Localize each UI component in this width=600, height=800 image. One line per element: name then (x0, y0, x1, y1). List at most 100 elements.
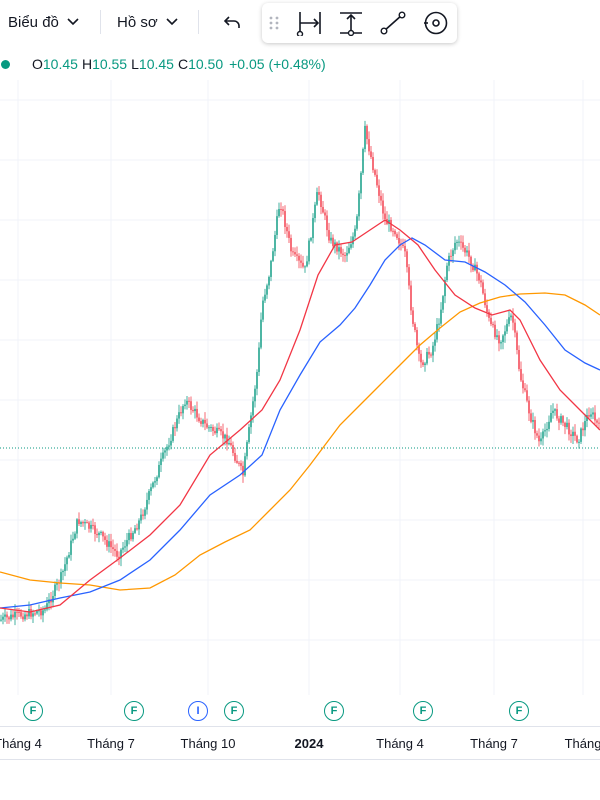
grip-icon[interactable] (264, 8, 284, 38)
candle-body (360, 172, 362, 194)
candle-body (118, 556, 120, 559)
candle-body (286, 226, 288, 232)
candle-body (202, 419, 204, 424)
close-value: 10.50 (188, 56, 224, 72)
undo-button[interactable] (214, 8, 242, 36)
price-chart[interactable] (0, 80, 600, 695)
candle-body (516, 332, 518, 350)
candle-body (10, 614, 12, 620)
candle-body (166, 446, 168, 451)
chevron-down-icon (166, 18, 178, 26)
moving-average-slow (0, 292, 600, 591)
candle-body (456, 241, 458, 243)
trend-line-icon[interactable] (377, 8, 409, 38)
candle-body (570, 434, 572, 437)
candle-body (292, 251, 294, 253)
candle-body (374, 170, 376, 175)
candle-body (40, 610, 42, 616)
candle-body (434, 339, 436, 346)
candle-body (296, 254, 298, 256)
candle-body (352, 236, 354, 245)
candle-body (280, 209, 282, 211)
profile-menu-button[interactable]: Hồ sơ (117, 8, 178, 36)
candle-body (14, 611, 16, 618)
undo-icon (223, 16, 240, 28)
candle-body (212, 427, 214, 431)
candle-body (402, 244, 404, 246)
candle-body (576, 435, 578, 443)
candle-body (394, 230, 396, 235)
candle-body (450, 255, 452, 257)
candle-body (84, 522, 86, 524)
time-axis-label: Tháng 4 (0, 736, 42, 751)
candle-body (300, 260, 302, 263)
financials-event-icon[interactable]: F (509, 701, 529, 721)
candle-body (372, 157, 374, 171)
candle-body (438, 323, 440, 325)
candle-body (328, 230, 330, 241)
candle-body (466, 250, 468, 253)
candle-body (348, 247, 350, 253)
candle-body (228, 443, 230, 445)
candle-body (382, 200, 384, 214)
candle-body (452, 250, 454, 256)
candle-body (128, 533, 130, 541)
toolbar-divider (198, 10, 199, 34)
financials-event-icon[interactable]: F (324, 701, 344, 721)
candle-body (422, 362, 424, 365)
candle-body (162, 452, 164, 459)
candle-body (112, 547, 114, 550)
candle-body (344, 255, 346, 257)
candle-body (142, 514, 144, 516)
candle-body (196, 408, 198, 418)
candle-body (578, 441, 580, 443)
candle-body (514, 322, 516, 333)
candle-body (486, 305, 488, 312)
financials-event-icon[interactable]: F (124, 701, 144, 721)
candle-body (430, 354, 432, 356)
magnet-icon[interactable] (420, 8, 452, 38)
candle-body (238, 462, 240, 464)
financials-event-icon[interactable]: F (224, 701, 244, 721)
time-axis-label: Tháng 10 (180, 736, 236, 751)
candle-body (264, 294, 266, 301)
ipo-event-icon[interactable]: I (188, 701, 208, 721)
candle-body (498, 335, 500, 344)
candle-body (98, 532, 100, 536)
candle-body (258, 347, 260, 372)
candle-body (536, 433, 538, 436)
financials-event-icon[interactable]: F (413, 701, 433, 721)
high-value: 10.55 (92, 56, 128, 72)
date-range-icon[interactable] (294, 8, 326, 38)
candle-body (50, 599, 52, 603)
candle-body (540, 438, 542, 442)
candle-body (278, 209, 280, 217)
chart-menu-button[interactable]: Biểu đồ (8, 8, 79, 36)
candle-body (0, 619, 2, 621)
candle-body (510, 315, 512, 318)
candle-body (206, 423, 208, 428)
candle-body (198, 417, 200, 422)
financials-event-icon[interactable]: F (23, 701, 43, 721)
candle-body (138, 520, 140, 530)
candle-body (572, 431, 574, 437)
candle-body (342, 253, 344, 256)
candle-body (320, 194, 322, 207)
candle-body (64, 564, 66, 571)
candle-body (552, 410, 554, 414)
candle-body (302, 262, 304, 267)
candle-body (580, 428, 582, 442)
candle-body (316, 192, 318, 205)
candle-body (94, 525, 96, 534)
candle-body (240, 463, 242, 466)
candle-body (308, 240, 310, 262)
candle-body (414, 323, 416, 330)
profile-menu-label: Hồ sơ (117, 13, 158, 31)
candle-body (276, 216, 278, 235)
candle-body (568, 422, 570, 435)
price-range-icon[interactable] (335, 8, 367, 38)
candle-body (76, 519, 78, 534)
candle-body (260, 319, 262, 348)
candle-body (272, 251, 274, 261)
time-axis[interactable]: Tháng 4 Tháng 7 Tháng 10 2024 Tháng 4 Th… (0, 726, 600, 760)
